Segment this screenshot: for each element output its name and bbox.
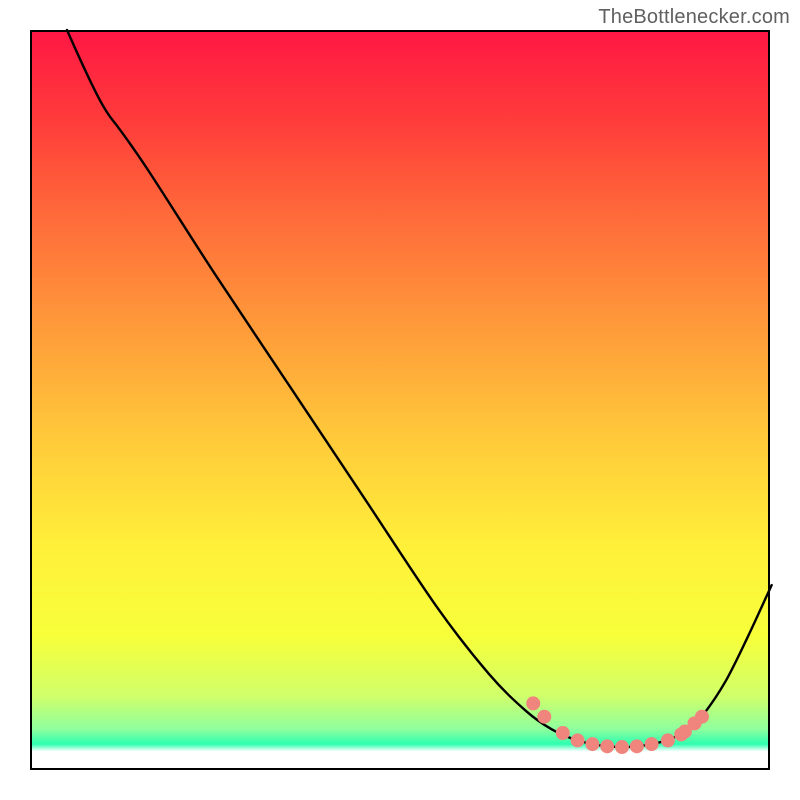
marker-dot bbox=[616, 741, 629, 754]
marker-dot bbox=[645, 738, 658, 751]
chart-container: TheBottlenecker.com bbox=[0, 0, 800, 800]
marker-dot bbox=[538, 710, 551, 723]
marker-dot bbox=[571, 734, 584, 747]
marker-dot bbox=[527, 697, 540, 710]
marker-dot bbox=[556, 727, 569, 740]
marker-dot bbox=[586, 738, 599, 751]
marker-group bbox=[527, 697, 709, 754]
marker-dot bbox=[630, 740, 643, 753]
curve-layer bbox=[30, 30, 770, 770]
marker-dot bbox=[601, 740, 614, 753]
plot-area bbox=[30, 30, 770, 770]
marker-dot bbox=[661, 734, 674, 747]
attribution-label: TheBottlenecker.com bbox=[598, 6, 790, 29]
marker-dot bbox=[695, 710, 708, 723]
bottleneck-curve bbox=[67, 30, 772, 747]
